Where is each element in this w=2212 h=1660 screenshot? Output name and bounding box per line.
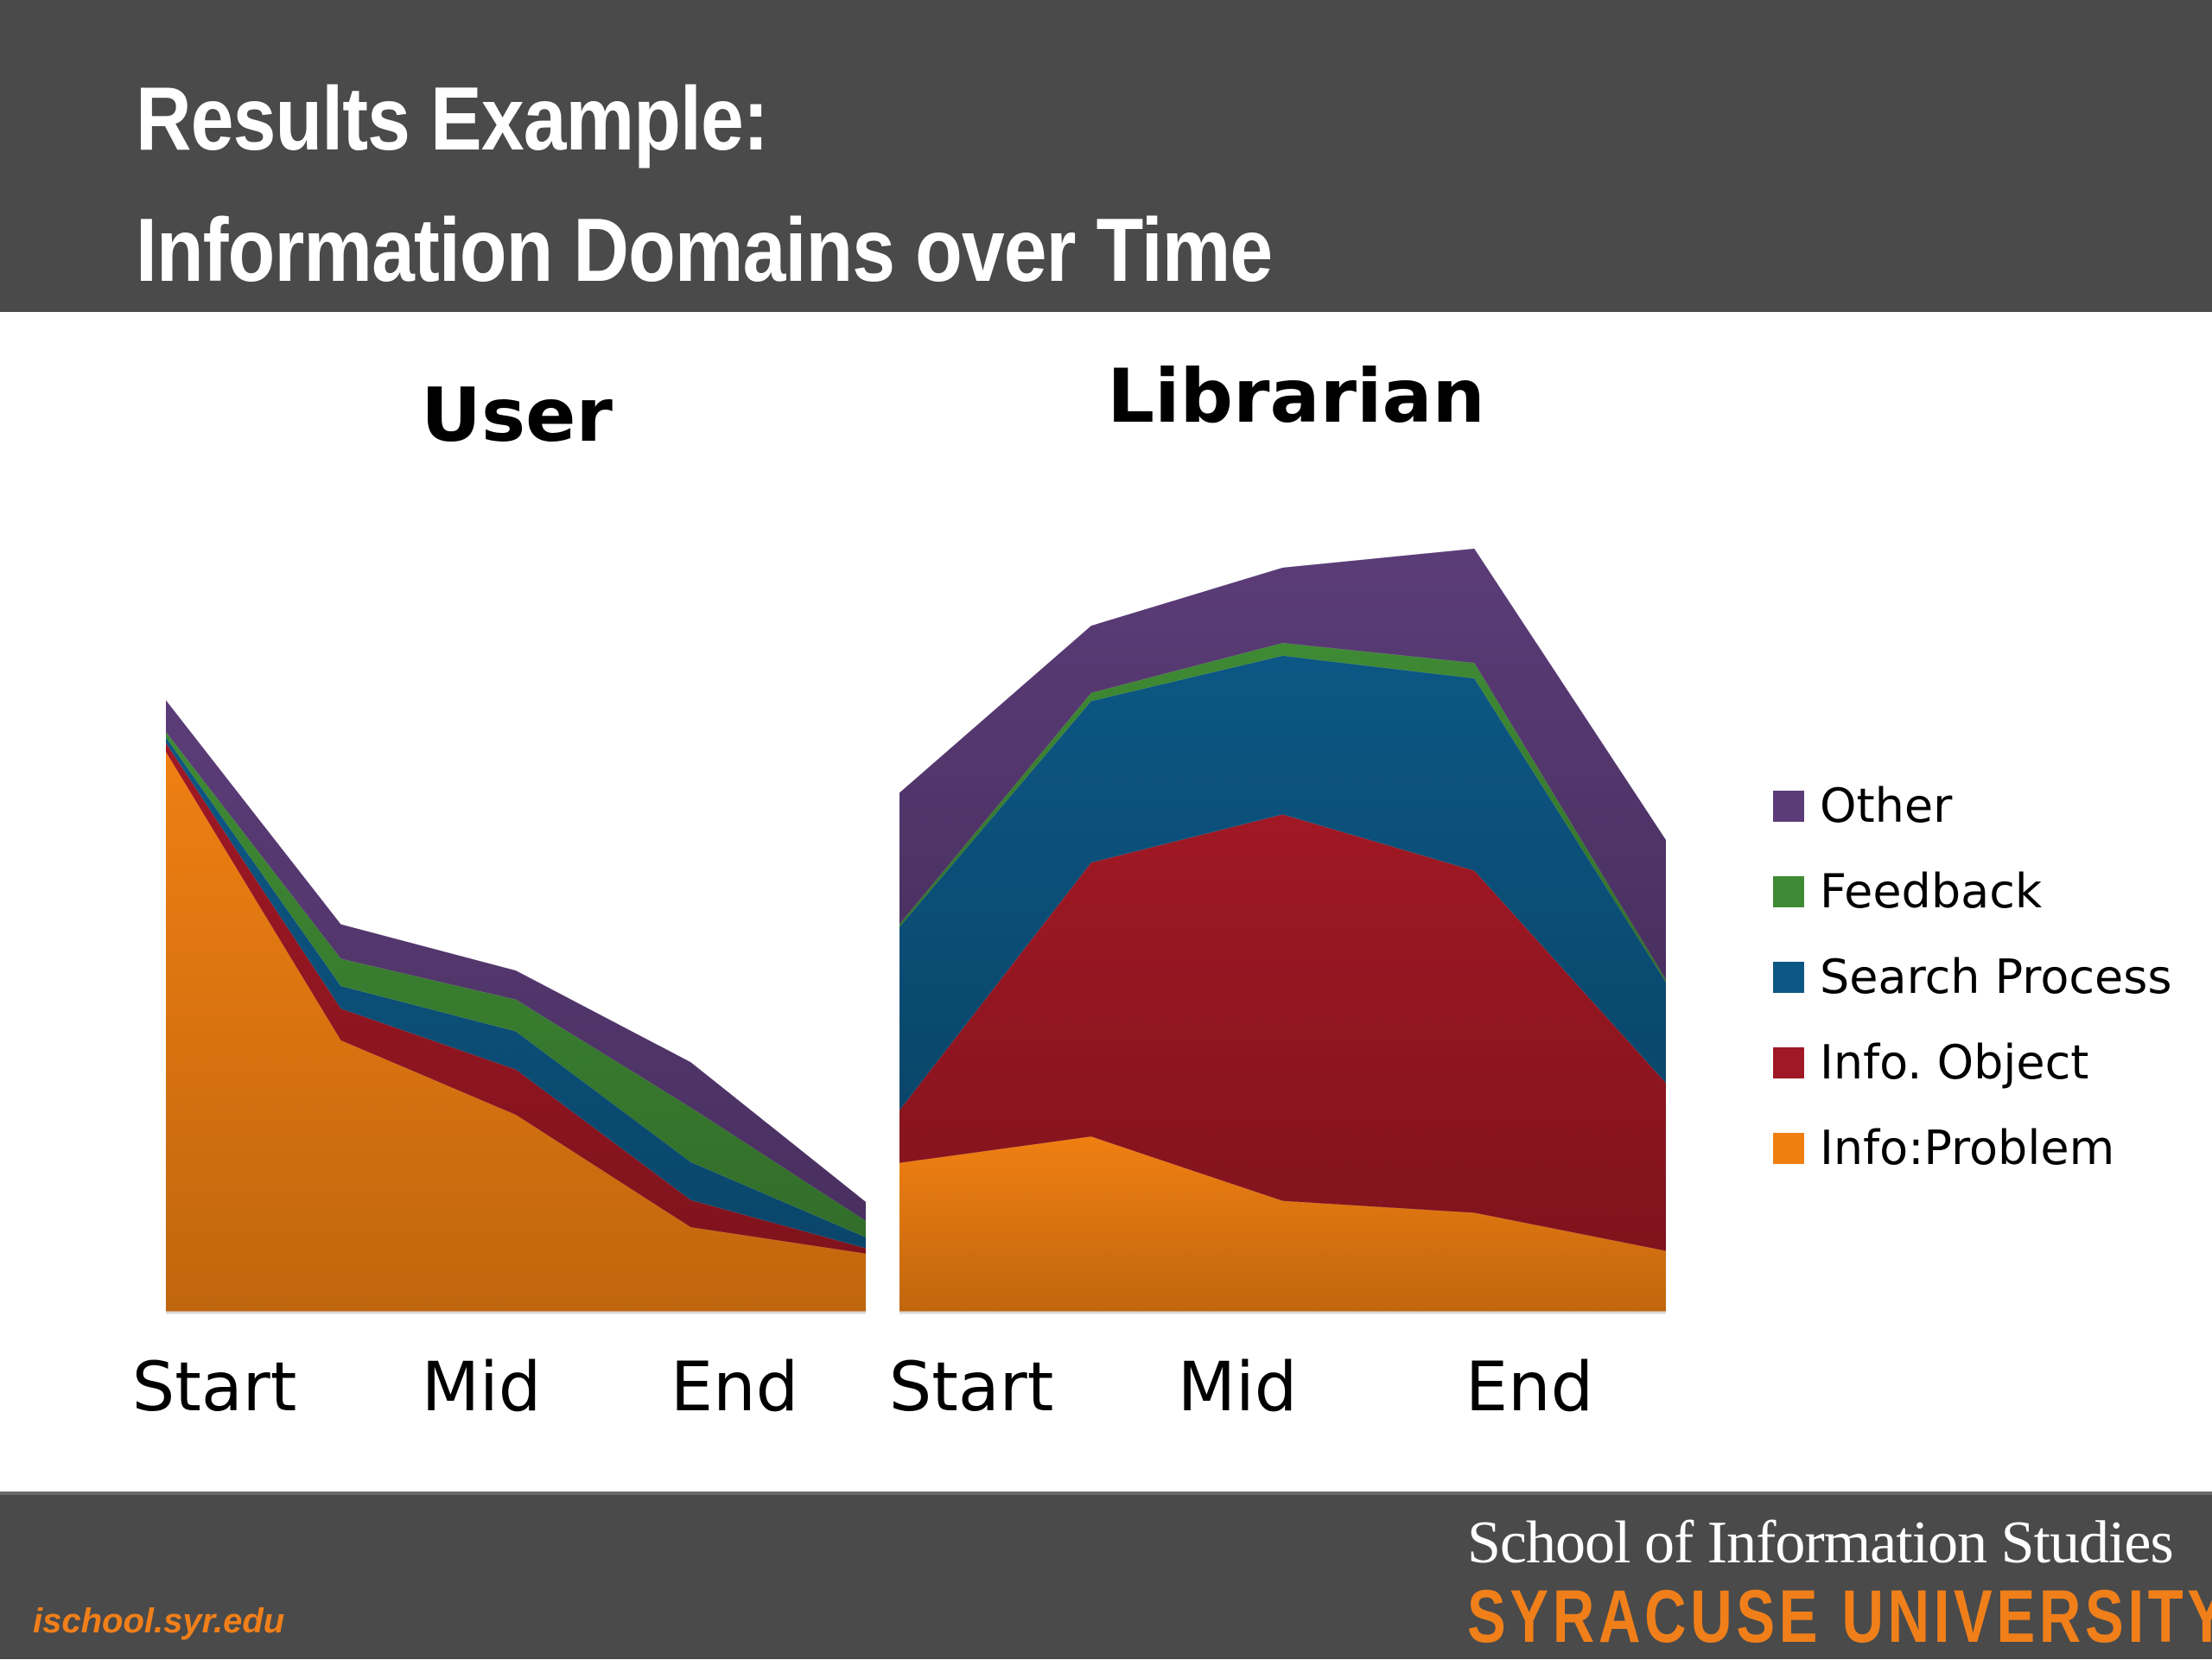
user-area-info-problem <box>166 752 866 1313</box>
legend-item-info-problem: Info:Problem <box>1773 1105 2172 1191</box>
librarian-area-other <box>899 548 1666 980</box>
user-area-other <box>166 700 866 1221</box>
footer-url-link[interactable]: ischool.syr.edu <box>33 1602 285 1640</box>
legend-item-other: Other <box>1773 763 2172 849</box>
university-logo-text: SYRACUSE UNIVERSITY <box>1467 1575 2212 1658</box>
librarian-x-tick-start: Start <box>888 1349 1054 1427</box>
librarian-x-tick-mid: Mid <box>1177 1349 1298 1427</box>
librarian-chart-title: Librarian <box>1107 353 1485 440</box>
legend-swatch-feedback <box>1773 875 1804 907</box>
user-x-tick-mid: Mid <box>421 1349 542 1427</box>
slide-title-line-2: Information Domains over Time <box>136 200 1273 301</box>
slide-title-line-1: Results Example: <box>136 69 769 169</box>
school-name: School of Information Studies <box>1467 1510 2174 1576</box>
legend-item-search-process: Search Process <box>1773 934 2172 1020</box>
legend-item-feedback: Feedback <box>1773 849 2172 934</box>
librarian-area-search-process <box>899 655 1666 1110</box>
legend-label-info-object: Info. Object <box>1820 1035 2089 1090</box>
user-area-feedback <box>166 732 866 1237</box>
legend-label-info-problem: Info:Problem <box>1820 1121 2115 1175</box>
user-plot-area <box>166 700 866 1314</box>
slide-header: Results Example: Information Domains ove… <box>0 0 2212 312</box>
legend-swatch-info-object <box>1773 1046 1804 1078</box>
area-charts <box>166 548 1666 1314</box>
legend-label-other: Other <box>1820 779 1953 833</box>
legend-label-search-process: Search Process <box>1820 950 2172 1004</box>
legend-swatch-other <box>1773 790 1804 822</box>
legend-item-info-object: Info. Object <box>1773 1020 2172 1105</box>
chart-legend: Other Feedback Search Process Info. Obje… <box>1773 763 2172 1191</box>
user-chart-title: User <box>421 372 613 459</box>
librarian-plot-area <box>899 548 1666 1314</box>
librarian-area-info-problem <box>899 1136 1666 1313</box>
slide-footer: ischool.syr.edu School of Information St… <box>0 1491 2212 1659</box>
legend-swatch-search-process <box>1773 961 1804 993</box>
user-x-tick-start: Start <box>131 1349 297 1427</box>
legend-label-feedback: Feedback <box>1820 864 2043 919</box>
user-x-tick-end: End <box>670 1349 799 1427</box>
librarian-area-info-object <box>899 814 1666 1251</box>
slide-content: User Librarian Start Mid End Start Mid E… <box>0 312 2212 1491</box>
librarian-x-tick-end: End <box>1465 1349 1594 1427</box>
legend-swatch-info-problem <box>1773 1132 1804 1164</box>
